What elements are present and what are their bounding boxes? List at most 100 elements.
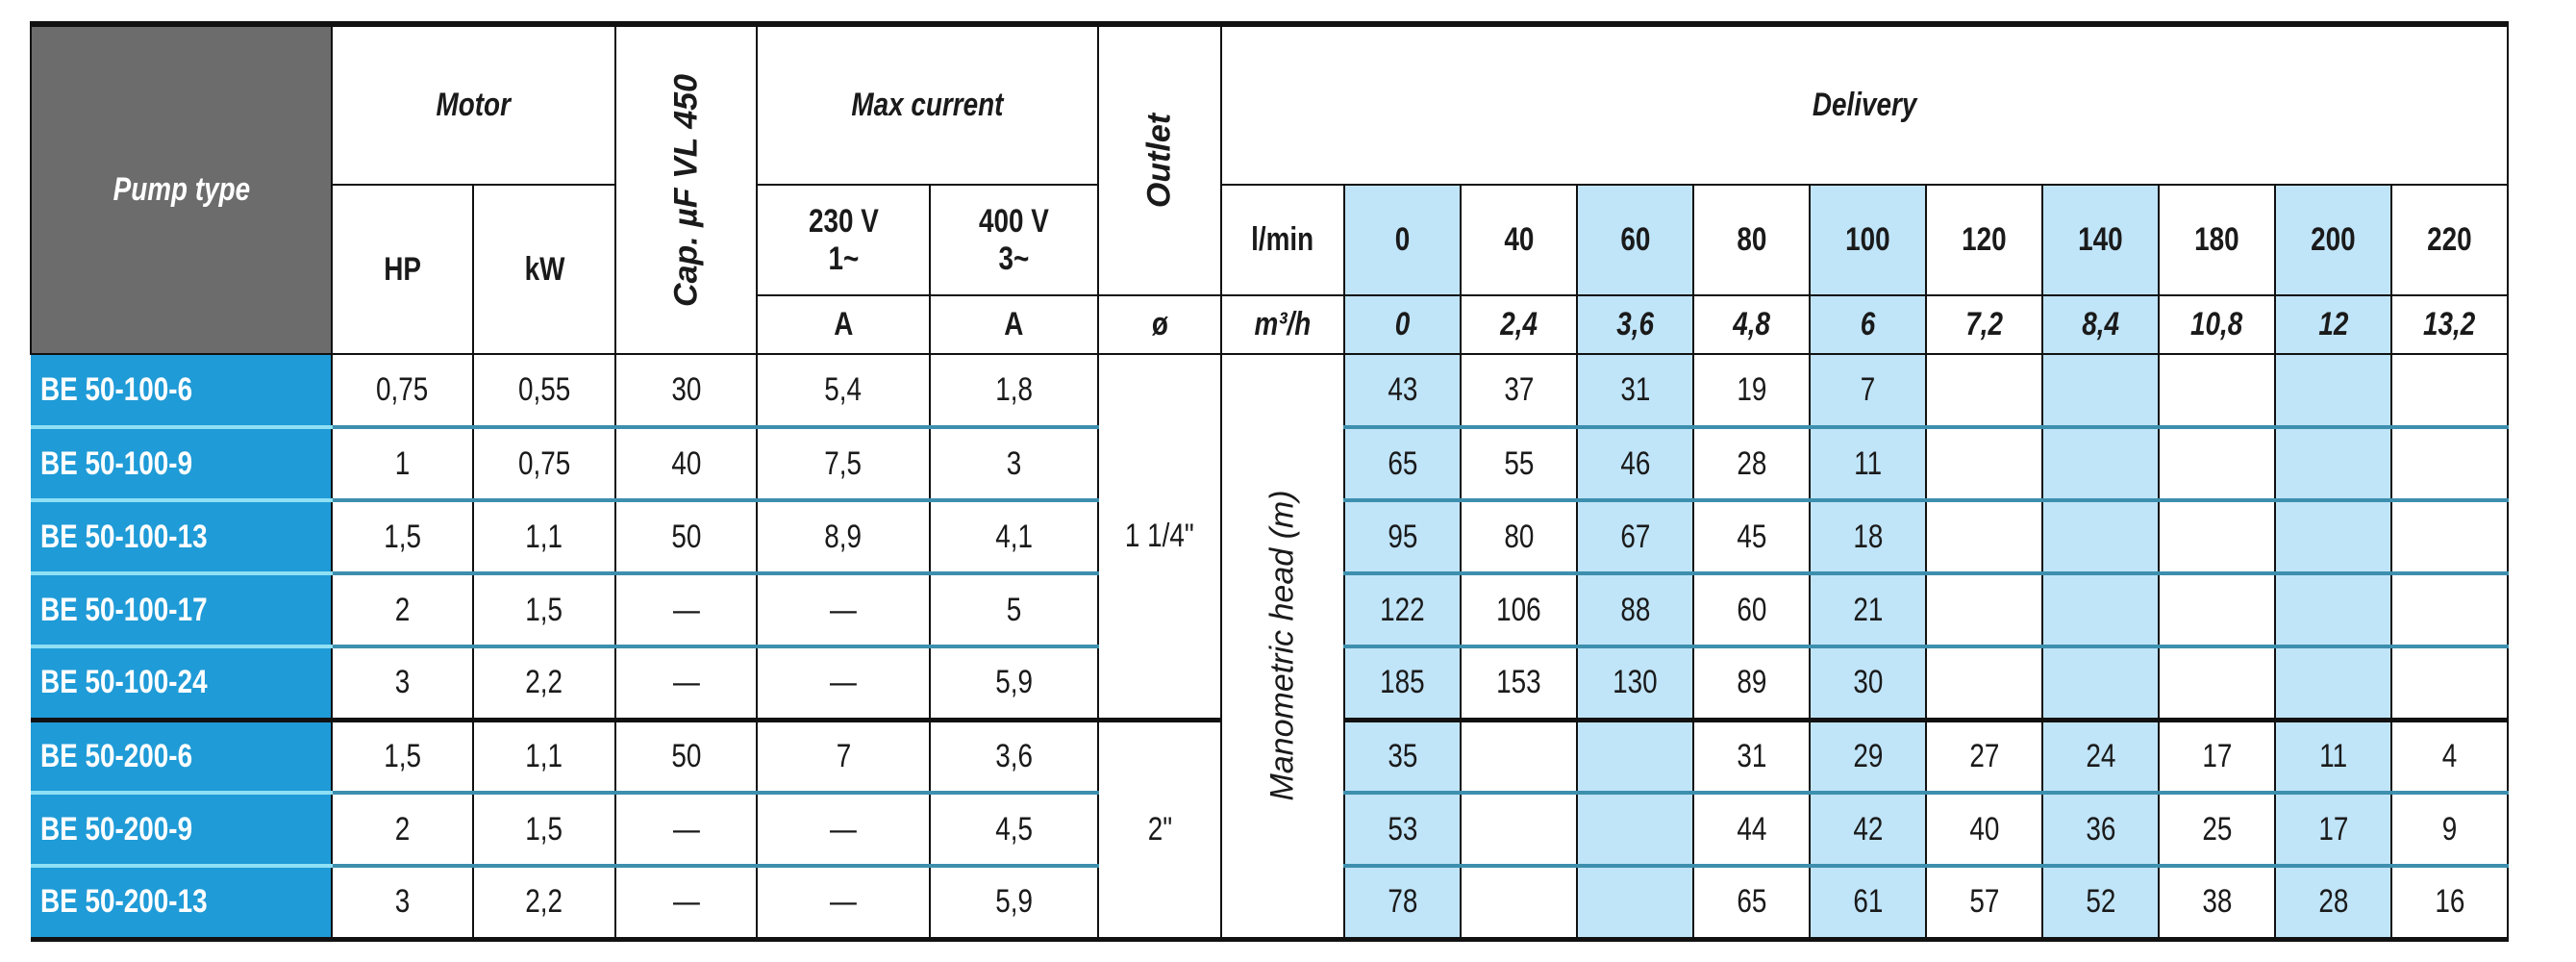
head-value-cell — [1925, 353, 2044, 429]
hp-cell: 1 — [331, 426, 474, 502]
kw-cell: 0,55 — [471, 353, 617, 429]
table-row: BE 50-100-6 0,75 0,55 30 5,4 1,8 1 1/4" Manomet… — [31, 353, 2510, 942]
head-value-cell: 7 — [1809, 353, 1928, 429]
head-value-cell: 21 — [1809, 572, 1928, 648]
header-max-current: Max current — [756, 21, 1100, 186]
current-230v-cell: — — [756, 792, 932, 868]
pump-type-cell: BE 50-100-6 — [31, 353, 333, 429]
head-value-cell — [2158, 353, 2277, 429]
head-value-cell: 24 — [2041, 717, 2161, 795]
current-400v-cell: 1,8 — [929, 353, 1100, 429]
head-value-cell — [1460, 792, 1579, 868]
head-value-cell: 153 — [1460, 646, 1579, 722]
table-row: BE 50-200-9 2 1,5— —4,5 53 44 42 40 36 25 17 9 — [31, 792, 2510, 868]
pump-type-cell: BE 50-100-24 — [31, 646, 333, 722]
hp-cell: 1,5 — [331, 499, 474, 575]
hp-cell: 3 — [331, 865, 474, 942]
hp-cell: 0,75 — [331, 353, 474, 429]
head-value-cell: 185 — [1343, 646, 1463, 722]
hp-cell: 3 — [331, 646, 474, 722]
head-value-cell: 57 — [1925, 865, 2044, 942]
head-value-cell: 31 — [1576, 353, 1695, 429]
header-m3h-label: m³/h — [1220, 294, 1346, 355]
kw-cell: 1,1 — [471, 499, 617, 575]
head-value-cell: 11 — [1809, 426, 1928, 502]
header-m3h-value: 6 — [1809, 294, 1928, 355]
head-value-cell: 55 — [1460, 426, 1579, 502]
head-value-cell: 61 — [1809, 865, 1928, 942]
head-value-cell — [1925, 499, 2044, 575]
header-outlet-unit: ø — [1097, 294, 1223, 355]
table-row: BE 50-200-6 1,5 1,1 50 7 3,6 2" 35 31 29 27 24 17 11 4 — [31, 717, 2510, 942]
head-value-cell — [2390, 499, 2510, 575]
kw-cell: 1,5 — [471, 792, 617, 868]
head-value-cell — [2274, 572, 2393, 648]
head-value-cell — [2390, 353, 2510, 429]
pump-type-cell: BE 50-100-13 — [31, 499, 333, 575]
kw-cell: 2,2 — [471, 865, 617, 942]
manometric-head-label: Manometric head (m) — [1220, 353, 1346, 942]
head-value-cell — [2390, 646, 2510, 722]
head-value-cell: 9 — [2390, 792, 2510, 868]
hp-cell: 1,5 — [331, 717, 474, 795]
header-m3h-value: 8,4 — [2041, 294, 2161, 355]
head-value-cell — [2390, 572, 2510, 648]
header-m3h-value: 2,4 — [1460, 294, 1579, 355]
header-lmin-value: 100 — [1809, 184, 1928, 296]
head-value-cell: 28 — [2274, 865, 2393, 942]
head-value-cell: 36 — [2041, 792, 2161, 868]
head-value-cell: 53 — [1343, 792, 1463, 868]
pump-type-cell: BE 50-100-17 — [31, 572, 333, 648]
capacitor-cell: 30 — [614, 353, 759, 429]
head-value-cell: 78 — [1343, 865, 1463, 942]
kw-cell: 0,75 — [471, 426, 617, 502]
header-lmin-value: 60 — [1576, 184, 1695, 296]
head-value-cell — [1460, 865, 1579, 942]
head-value-cell: 38 — [2158, 865, 2277, 942]
head-value-cell: 43 — [1343, 353, 1463, 429]
current-230v-cell: 7 — [756, 717, 932, 795]
current-400v-cell: 3,6 — [929, 717, 1100, 795]
capacitor-cell: — — [614, 792, 759, 868]
head-value-cell: 80 — [1460, 499, 1579, 575]
header-amp-230: A — [756, 294, 932, 355]
header-230v: 230 V 1~ — [756, 184, 932, 296]
head-value-cell: 65 — [1692, 865, 1812, 942]
head-value-cell — [2041, 426, 2161, 502]
current-400v-cell: 5 — [929, 572, 1100, 648]
head-value-cell: 27 — [1925, 717, 2044, 795]
head-value-cell: 19 — [1692, 353, 1812, 429]
pump-type-cell: BE 50-200-13 — [31, 865, 333, 942]
table-row: BE 50-200-13 3 2,2— —5,9 78 65 61 57 52 38 28 16 — [31, 865, 2510, 942]
header-capacitor: Cap. µF VL 450 — [614, 21, 759, 355]
head-value-cell: 30 — [1809, 646, 1928, 722]
pump-type-cell: BE 50-200-9 — [31, 792, 333, 868]
current-230v-cell: 7,5 — [756, 426, 932, 502]
capacitor-cell: 50 — [614, 499, 759, 575]
head-value-cell: 29 — [1809, 717, 1928, 795]
head-value-cell — [1925, 426, 2044, 502]
head-value-cell: 46 — [1576, 426, 1695, 502]
head-value-cell: 18 — [1809, 499, 1928, 575]
head-value-cell — [2274, 499, 2393, 575]
header-lmin-value: 180 — [2158, 184, 2277, 296]
head-value-cell: 37 — [1460, 353, 1579, 429]
table-row: BE 50-100-24 3 2,2— —5,9 185 153 130 89 30 — [31, 646, 2510, 722]
head-value-cell — [2158, 426, 2277, 502]
header-lmin-label: l/min — [1220, 184, 1346, 296]
head-value-cell — [1576, 792, 1695, 868]
current-230v-cell: — — [756, 646, 932, 722]
head-value-cell — [2274, 426, 2393, 502]
head-value-cell: 31 — [1692, 717, 1812, 795]
head-value-cell: 17 — [2158, 717, 2277, 795]
head-value-cell — [2390, 426, 2510, 502]
head-value-cell: 25 — [2158, 792, 2277, 868]
current-400v-cell: 5,9 — [929, 865, 1100, 942]
hp-cell: 2 — [331, 572, 474, 648]
head-value-cell — [2158, 646, 2277, 722]
header-m3h-value: 13,2 — [2390, 294, 2510, 355]
capacitor-cell: 50 — [614, 717, 759, 795]
header-m3h-value: 3,6 — [1576, 294, 1695, 355]
capacitor-cell: — — [614, 646, 759, 722]
header-delivery: Delivery — [1220, 21, 2510, 186]
